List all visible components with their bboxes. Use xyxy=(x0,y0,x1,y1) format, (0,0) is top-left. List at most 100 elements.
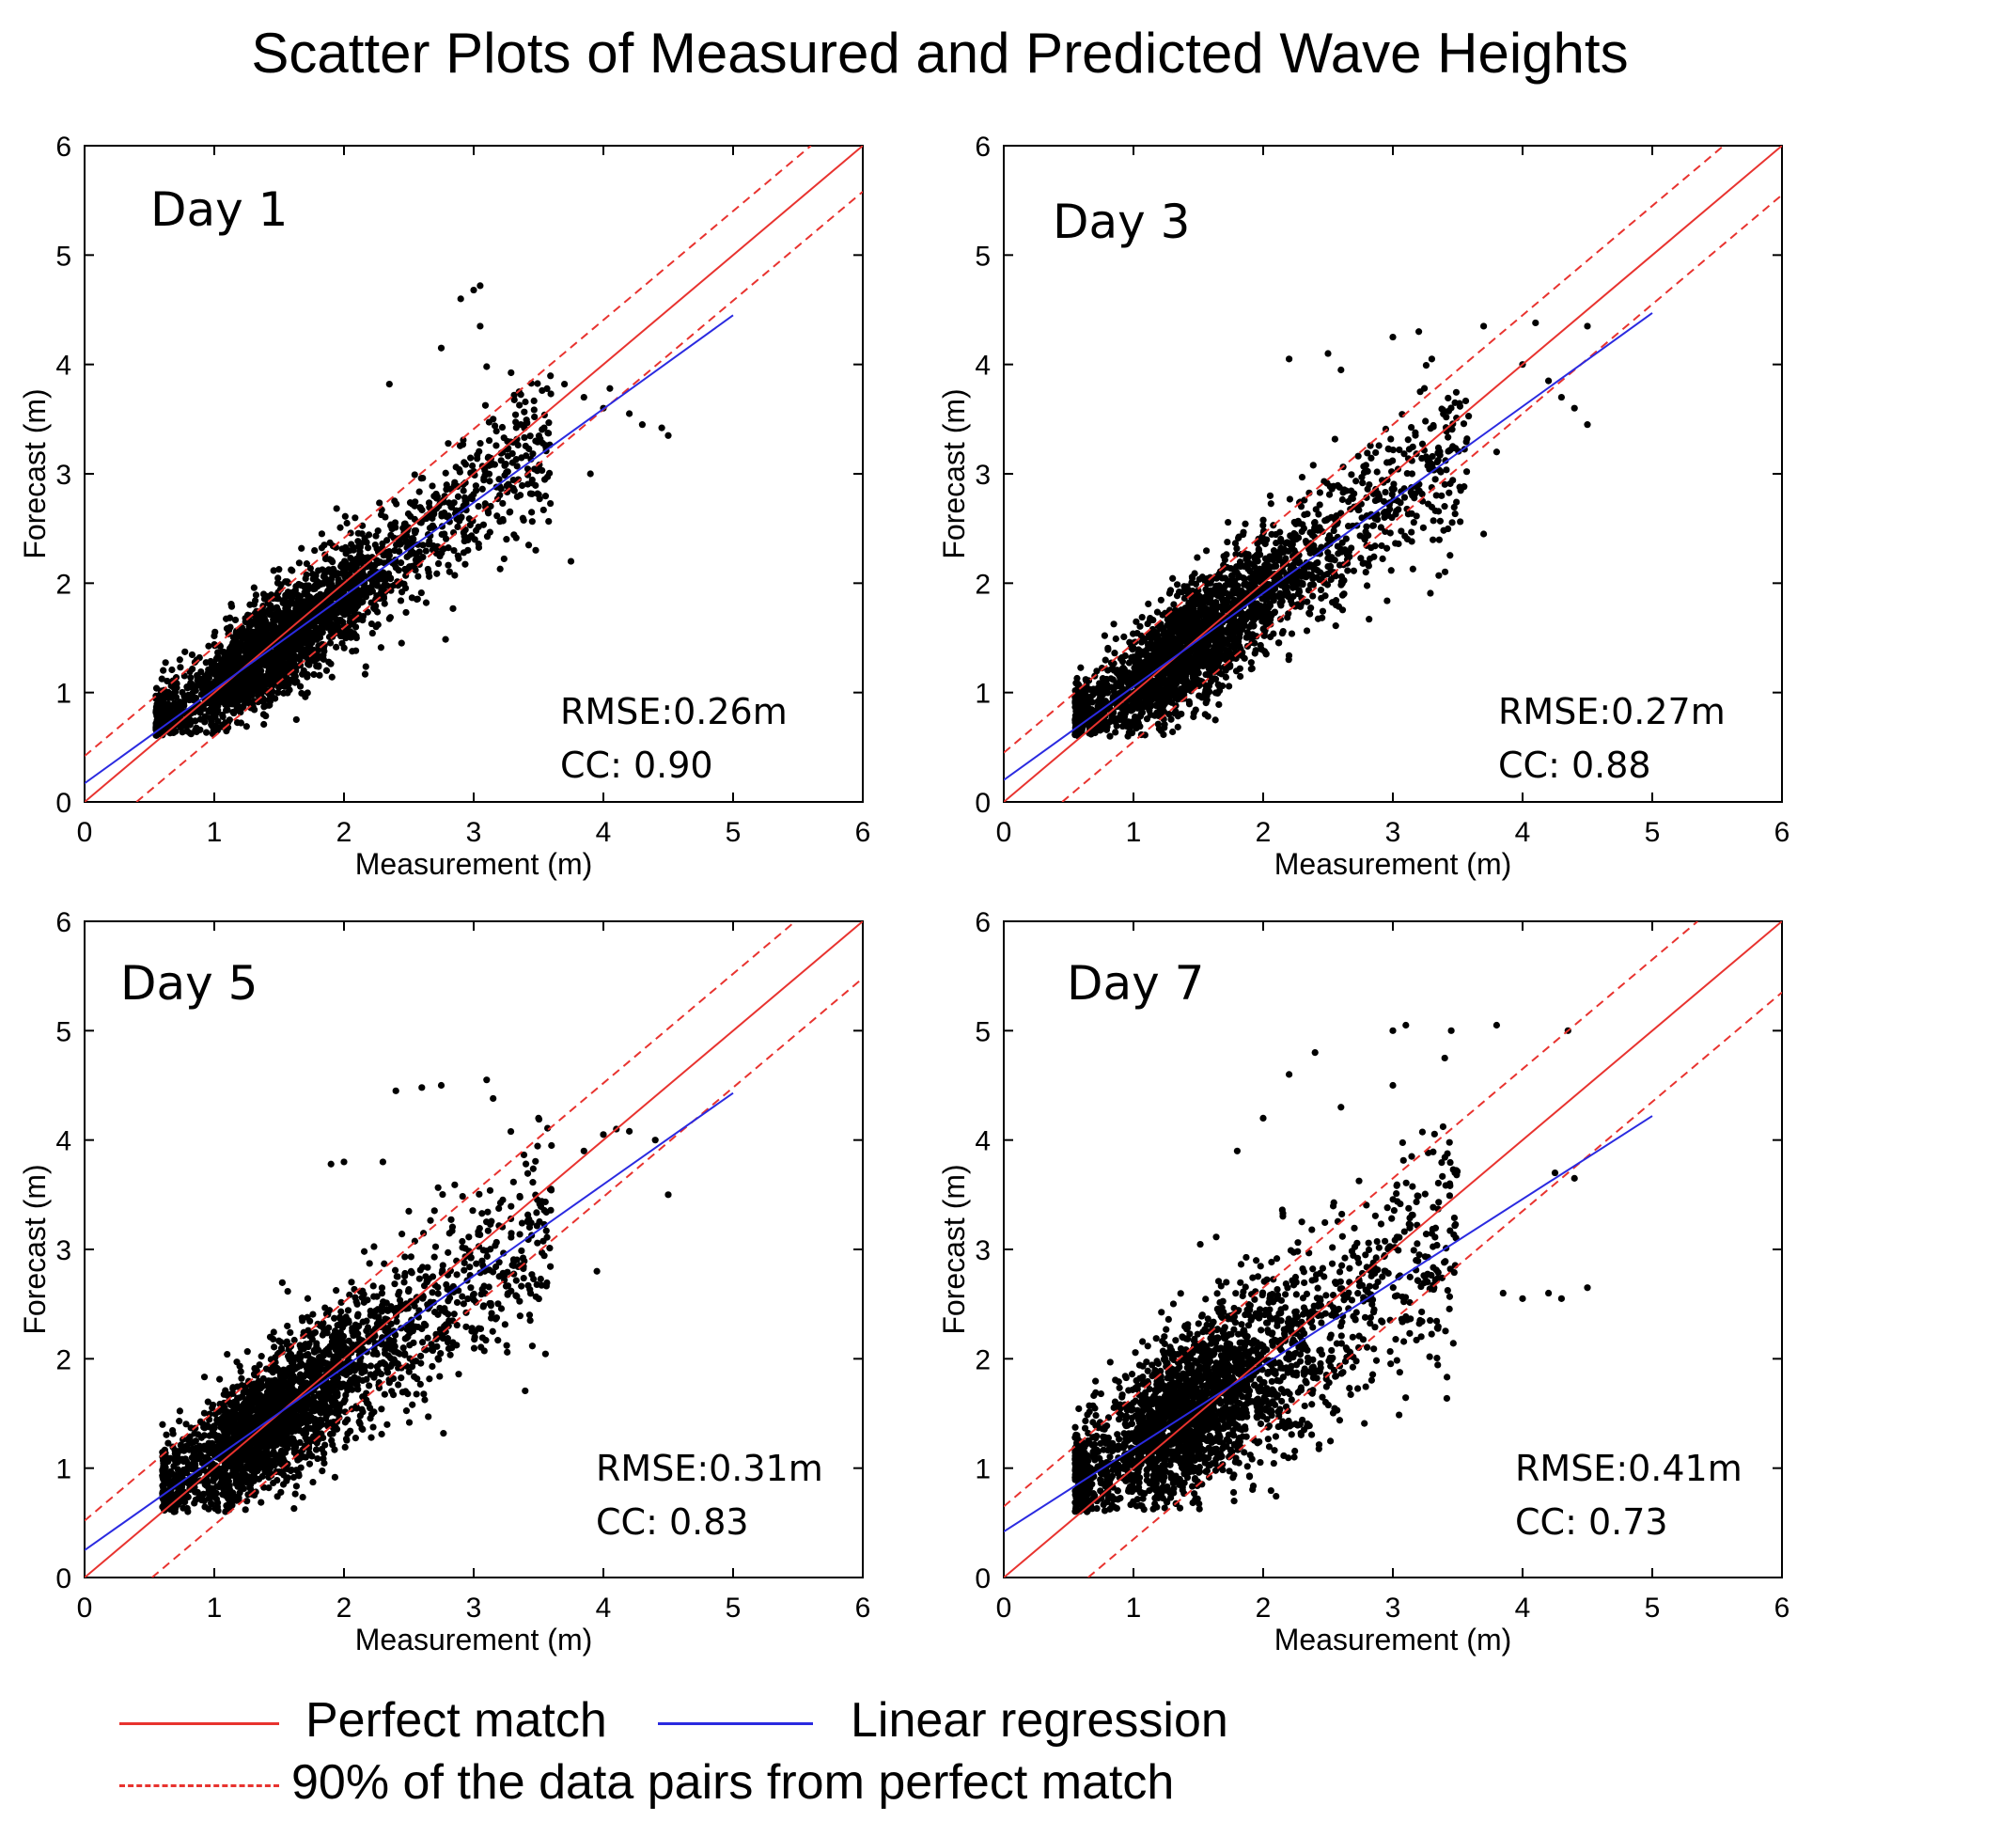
y-tick-label: 5 xyxy=(55,241,71,272)
data-point xyxy=(1143,715,1151,723)
data-point xyxy=(545,518,553,526)
outlier-point xyxy=(477,282,484,290)
data-point xyxy=(1245,608,1253,616)
outlier-point xyxy=(437,344,445,352)
data-point xyxy=(1286,495,1294,503)
data-point xyxy=(235,649,242,656)
data-point xyxy=(284,605,291,614)
data-point xyxy=(295,559,303,567)
data-point xyxy=(291,679,299,686)
data-point xyxy=(1226,683,1233,690)
data-point xyxy=(1288,630,1296,637)
data-point xyxy=(259,711,268,718)
data-point xyxy=(1325,491,1334,498)
data-point xyxy=(512,455,520,463)
data-point xyxy=(475,503,482,510)
data-point xyxy=(1124,732,1132,740)
data-point xyxy=(1086,724,1093,731)
data-point xyxy=(249,674,258,682)
outlier-point xyxy=(457,295,464,303)
data-point xyxy=(252,591,260,599)
x-tick-label: 1 xyxy=(207,817,223,848)
data-point xyxy=(1338,591,1347,599)
data-point xyxy=(311,546,319,555)
data-point xyxy=(399,589,406,596)
data-point xyxy=(429,522,436,529)
data-point xyxy=(1152,702,1161,710)
data-point xyxy=(1120,633,1128,641)
data-point xyxy=(1205,648,1212,655)
data-point xyxy=(189,684,196,692)
data-point xyxy=(534,467,541,475)
data-point xyxy=(270,649,277,656)
data-point xyxy=(289,636,297,643)
data-point xyxy=(340,644,348,651)
data-point xyxy=(180,692,188,700)
x-tick-label: 2 xyxy=(336,817,352,848)
data-point xyxy=(1138,613,1146,621)
data-point xyxy=(1231,577,1239,585)
data-point xyxy=(1211,716,1219,724)
data-point xyxy=(304,603,312,610)
data-point xyxy=(1306,610,1314,618)
data-point xyxy=(1112,729,1119,736)
data-point xyxy=(1074,684,1083,692)
data-point xyxy=(524,542,533,549)
data-point xyxy=(223,615,230,622)
data-point xyxy=(1157,622,1164,630)
data-point xyxy=(1382,425,1390,433)
data-point xyxy=(1382,527,1389,536)
data-point xyxy=(240,702,247,711)
data-point xyxy=(1427,589,1434,597)
data-point xyxy=(237,719,245,727)
panel-label: Day 1 xyxy=(150,182,288,237)
data-point xyxy=(1409,565,1416,573)
data-point xyxy=(354,529,362,537)
y-tick-label: 5 xyxy=(975,241,991,272)
data-point xyxy=(342,583,351,590)
data-point xyxy=(355,543,363,551)
data-point xyxy=(1137,665,1145,672)
data-point xyxy=(1181,669,1190,677)
data-point xyxy=(1331,557,1338,564)
data-point xyxy=(1440,526,1447,534)
data-point xyxy=(436,553,444,560)
data-point xyxy=(400,520,409,527)
data-point xyxy=(1133,660,1140,668)
data-point xyxy=(1338,606,1347,614)
data-point xyxy=(1113,667,1121,674)
data-point xyxy=(376,558,384,566)
data-point xyxy=(1375,442,1383,449)
data-point xyxy=(228,665,236,672)
data-point xyxy=(1237,672,1244,681)
data-point xyxy=(368,629,376,637)
data-point xyxy=(377,644,385,651)
data-point xyxy=(511,411,520,418)
data-point xyxy=(1270,552,1278,559)
data-point xyxy=(361,670,369,678)
data-point xyxy=(309,585,318,593)
data-point xyxy=(438,510,445,518)
data-point xyxy=(418,506,426,514)
data-point xyxy=(522,398,529,406)
data-point xyxy=(335,579,342,587)
y-tick-label: 4 xyxy=(975,351,991,382)
data-point xyxy=(270,612,278,620)
data-point xyxy=(346,571,353,578)
data-point xyxy=(201,718,209,726)
outlier-point xyxy=(638,421,647,429)
data-point xyxy=(485,470,493,478)
data-point xyxy=(1192,706,1199,714)
data-point xyxy=(160,708,167,715)
data-point xyxy=(1447,404,1455,412)
data-point xyxy=(1338,495,1346,504)
data-point xyxy=(419,542,427,549)
x-tick-label: 6 xyxy=(1774,817,1790,848)
data-point xyxy=(359,613,367,620)
data-point xyxy=(333,643,340,651)
data-point xyxy=(486,528,493,536)
data-point xyxy=(1307,604,1315,612)
data-point xyxy=(256,686,263,695)
data-point xyxy=(269,622,277,631)
stat-text: CC: 0.90 xyxy=(560,745,713,786)
